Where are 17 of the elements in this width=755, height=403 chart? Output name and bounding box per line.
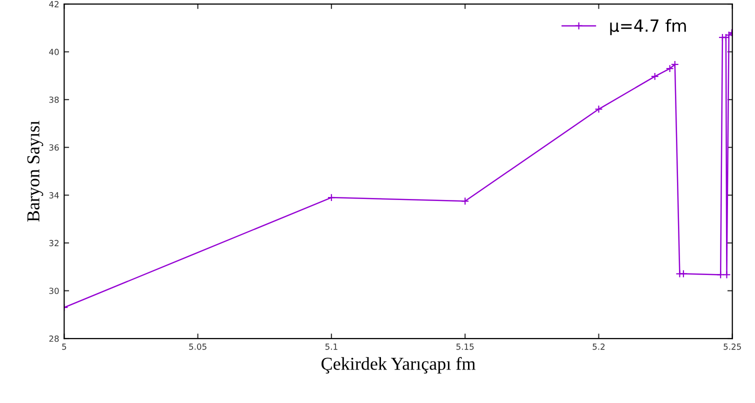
x-tick-label: 5.15 — [456, 344, 474, 350]
y-tick-label: 36 — [49, 144, 59, 151]
x-tick-label: 5.1 — [325, 344, 338, 350]
x-tick-label: 5 — [62, 344, 66, 350]
y-tick-label: 42 — [49, 1, 58, 8]
y-tick-label: 28 — [49, 336, 59, 342]
x-axis-title: Çekirdek Yarıçapı fm — [322, 357, 476, 374]
x-tick-label: 5.25 — [724, 344, 741, 350]
y-tick-label: 32 — [49, 240, 58, 246]
y-tick-label: 34 — [49, 192, 59, 198]
legend-label: μ=4.7 fm — [610, 19, 686, 36]
x-tick-label: 5.2 — [592, 344, 605, 350]
y-tick-label: 30 — [49, 288, 59, 294]
y-tick-label: 38 — [49, 96, 59, 103]
y-tick-label: 40 — [49, 48, 59, 56]
y-axis-title: Baryon Sayısı — [27, 120, 44, 222]
x-tick-label: 5.05 — [189, 344, 206, 350]
